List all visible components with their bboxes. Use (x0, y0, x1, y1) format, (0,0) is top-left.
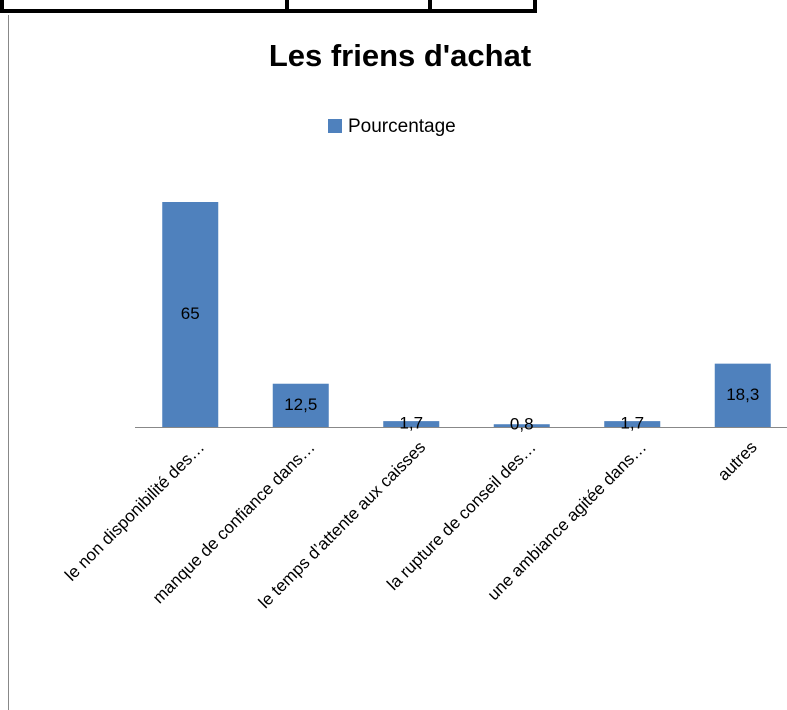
value-label: 18,3 (726, 385, 759, 404)
table-cell (4, 0, 285, 9)
bar (714, 363, 771, 427)
chart-title: Les friens d'achat (269, 38, 531, 73)
bar (272, 383, 329, 427)
bar (493, 424, 550, 427)
bar (162, 202, 219, 427)
bar (383, 421, 440, 427)
value-label: 12,5 (284, 395, 317, 414)
legend-swatch (328, 119, 342, 133)
value-label: 1,7 (399, 414, 423, 433)
bar (604, 421, 661, 427)
value-label: 0,8 (510, 414, 534, 433)
table-cell (289, 0, 428, 9)
legend-label: Pourcentage (348, 116, 456, 137)
value-label: 1,7 (620, 414, 644, 433)
x-tick-label: autres (714, 438, 761, 485)
table-cell (432, 0, 533, 9)
value-label: 65 (181, 304, 200, 323)
